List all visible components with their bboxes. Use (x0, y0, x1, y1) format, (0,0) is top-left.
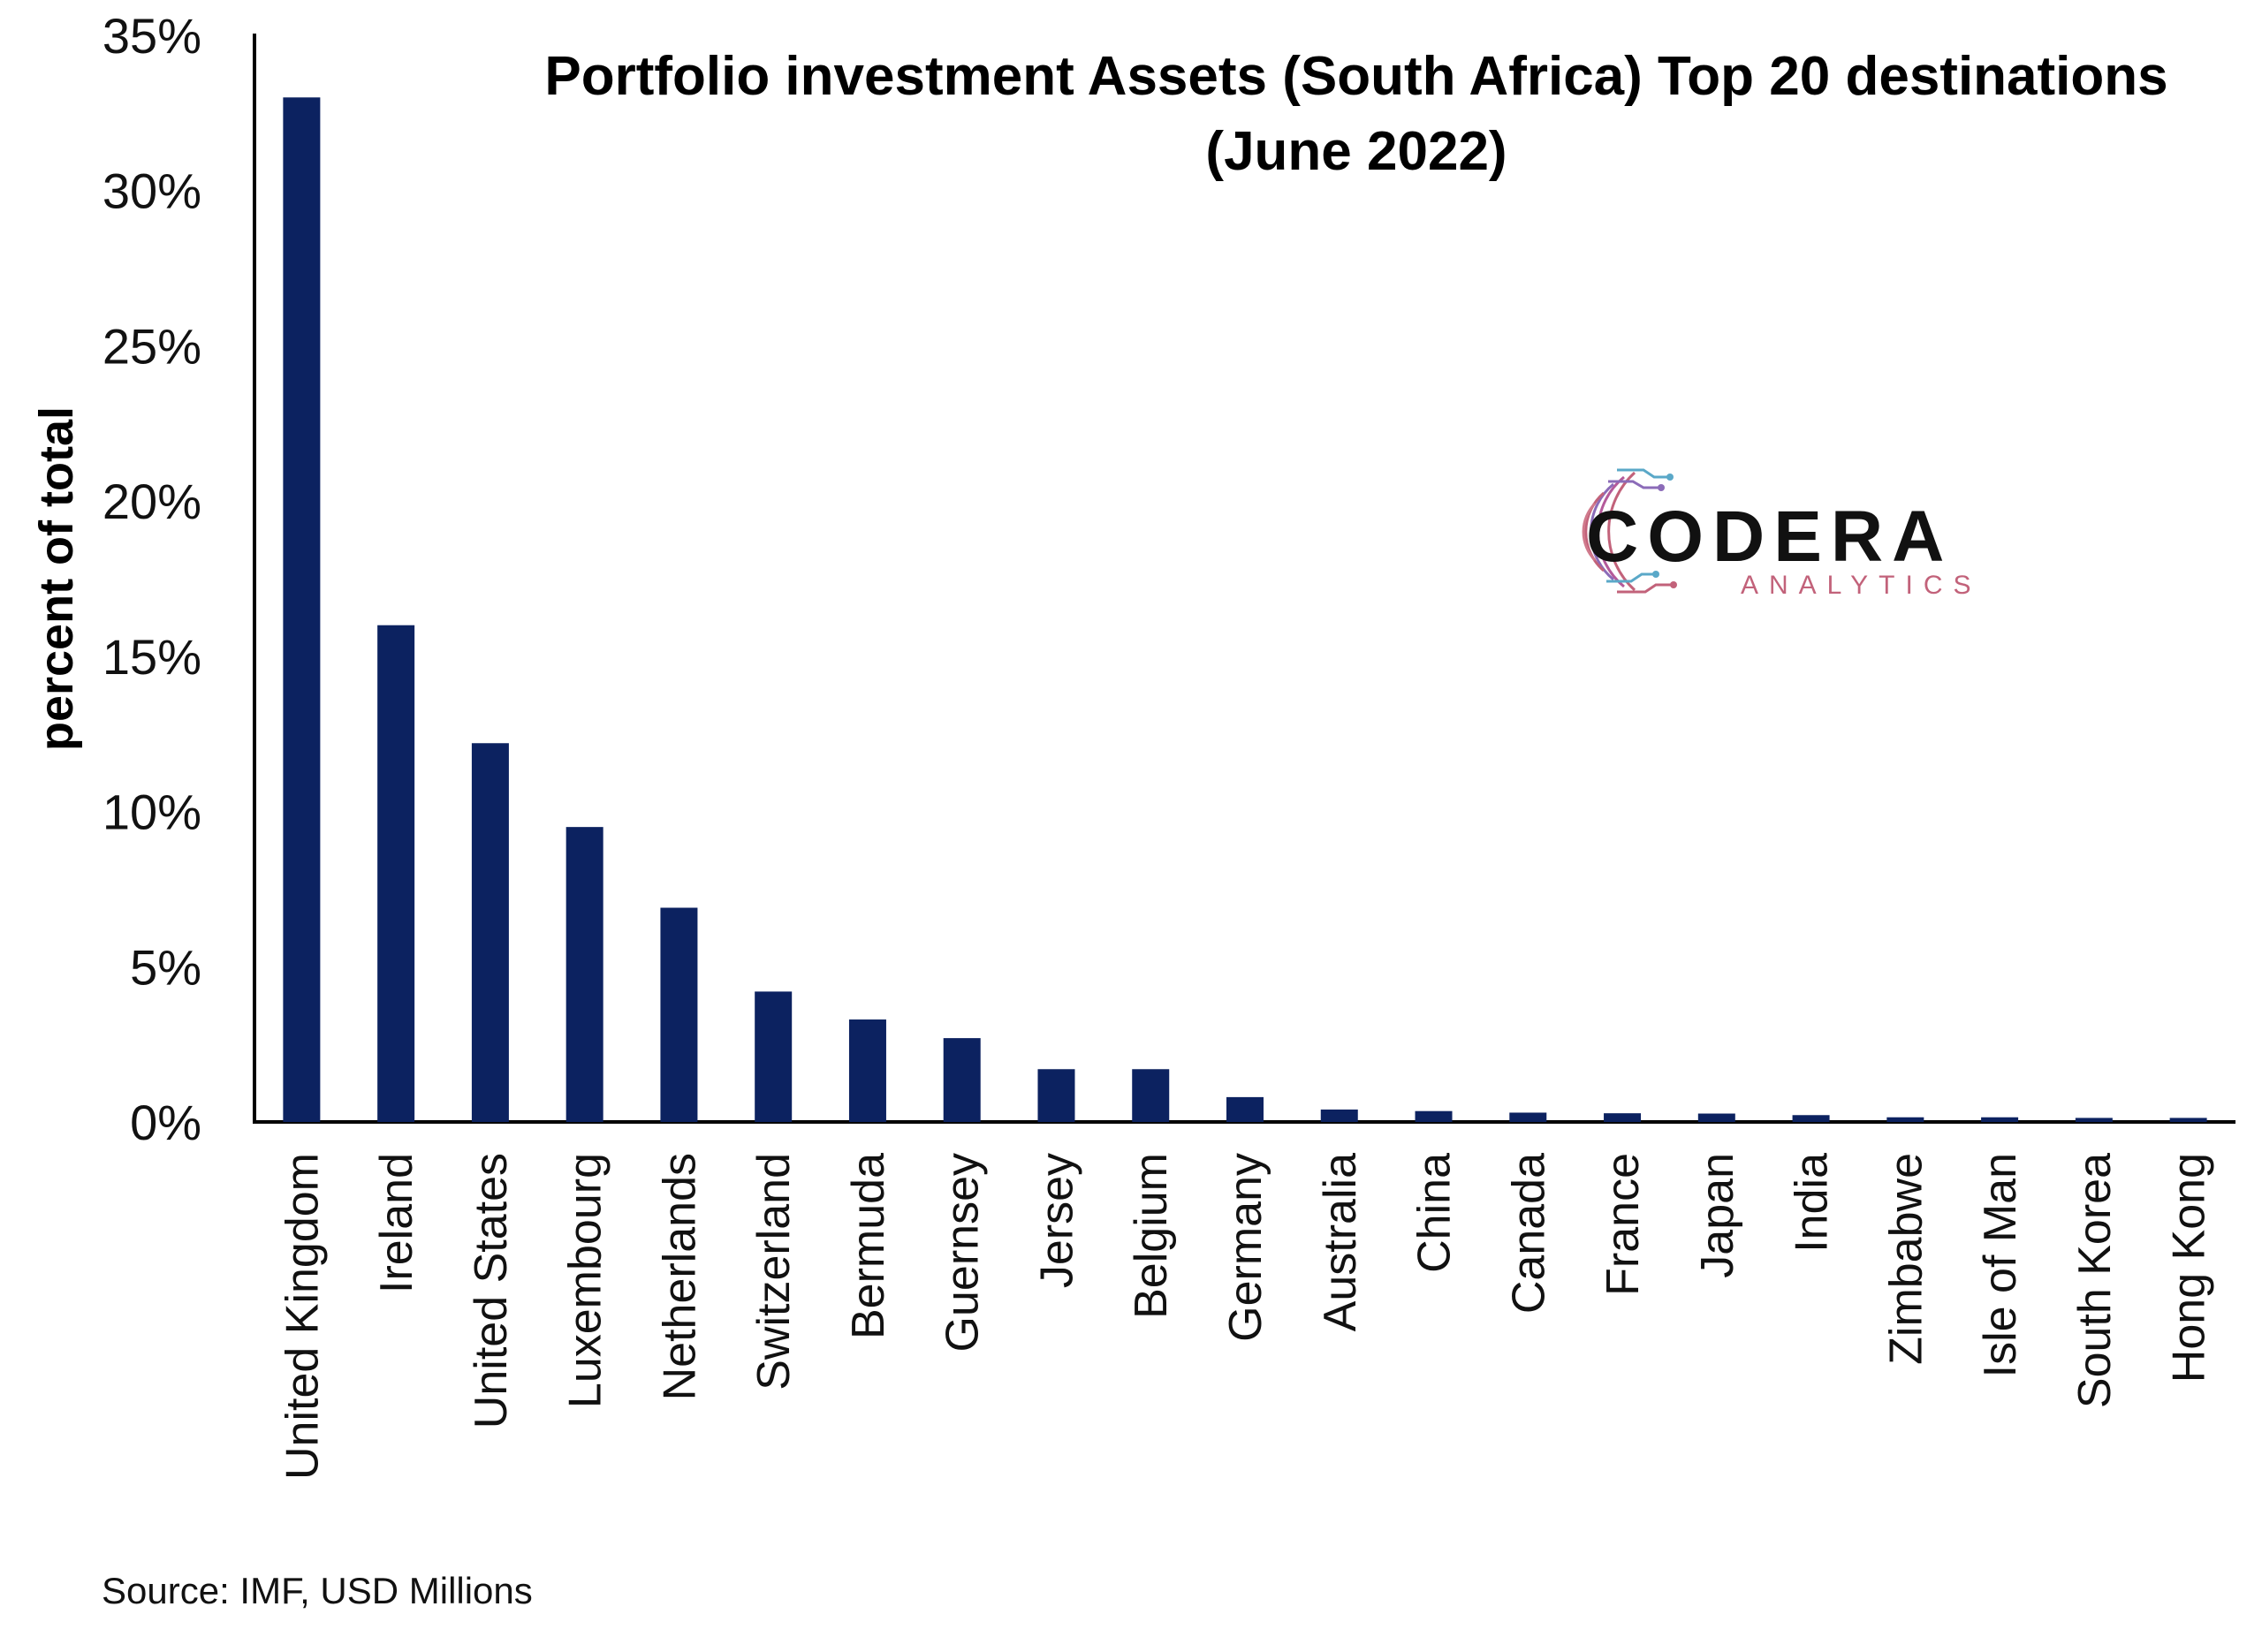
bar-zimbabwe (1886, 1117, 1924, 1122)
x-tick-label: Japan (1692, 1153, 1743, 1278)
bar-ireland (377, 625, 415, 1122)
source-note: Source: IMF, USD Millions (102, 1570, 533, 1611)
logo-circuit-mark (1582, 468, 1677, 594)
y-tick-label: 5% (130, 939, 201, 995)
x-tick-label: Canada (1503, 1153, 1554, 1314)
chart-title-line1: Portfolio investment Assets (South Afric… (544, 46, 2167, 107)
bar-japan (1697, 1113, 1735, 1122)
x-tick-label: United Kingdom (277, 1153, 328, 1480)
bar-india (1792, 1115, 1830, 1122)
x-tick-label: South Korea (2069, 1153, 2121, 1408)
bar-south-korea (2075, 1118, 2113, 1122)
x-tick-label: United States (466, 1153, 517, 1428)
bar-jersey (1037, 1069, 1075, 1122)
chart-title-line2: (June 2022) (1205, 121, 1507, 182)
x-tick-label: Bermuda (843, 1153, 894, 1339)
bar-isle-of-man (1981, 1117, 2019, 1122)
bar-series (283, 97, 2207, 1122)
y-tick-label: 25% (102, 318, 201, 374)
x-tick-labels: United Kingdom Ireland United States Luxemb… (277, 1153, 2214, 1480)
bar-china (1415, 1110, 1453, 1122)
y-tick-label: 30% (102, 163, 201, 219)
y-axis-label: percent of total (30, 406, 83, 751)
bar-bermuda (848, 1019, 886, 1122)
x-tick-label: India (1787, 1153, 1838, 1253)
x-tick-label: Australia (1315, 1153, 1366, 1331)
x-tick-label: Belgium (1126, 1153, 1177, 1319)
bar-australia (1320, 1109, 1358, 1122)
y-tick-label: 15% (102, 629, 201, 685)
x-tick-label: Guernsey (937, 1153, 989, 1352)
bar-netherlands (660, 907, 698, 1122)
y-tick-label: 0% (130, 1095, 201, 1150)
bar-france (1604, 1113, 1642, 1122)
y-tick-label: 10% (102, 784, 201, 840)
y-tick-label: 35% (102, 8, 201, 64)
bar-canada (1509, 1112, 1547, 1122)
x-tick-label: Switzerland (748, 1153, 800, 1391)
bar-hong-kong (2169, 1118, 2207, 1122)
x-tick-label: Isle of Man (1975, 1153, 2026, 1377)
bar-belgium (1132, 1069, 1170, 1122)
bar-luxembourg (566, 827, 603, 1122)
logo-wordmark: CODERA (1586, 496, 1953, 577)
x-tick-label: France (1598, 1153, 1649, 1296)
x-tick-label: Ireland (371, 1153, 422, 1293)
x-tick-label: Zimbabwe (1880, 1153, 1932, 1365)
x-tick-label: Netherlands (654, 1153, 705, 1400)
y-tick-labels: 0% 5% 10% 15% 20% 25% 30% 35% (102, 8, 201, 1150)
logo-tagline: ANALYTICS (1741, 571, 1982, 600)
x-tick-label: China (1409, 1153, 1461, 1273)
bar-united-kingdom (283, 97, 321, 1122)
y-tick-label: 20% (102, 474, 201, 529)
bar-switzerland (755, 991, 793, 1122)
bar-united-states (471, 743, 509, 1122)
codera-analytics-logo: CODERA ANALYTICS (1582, 468, 1982, 600)
bar-germany (1226, 1096, 1264, 1122)
bar-guernsey (943, 1038, 981, 1122)
x-tick-label: Jersey (1031, 1153, 1082, 1288)
x-tick-label: Germany (1220, 1153, 1271, 1342)
x-tick-label: Hong Kong (2164, 1153, 2215, 1383)
x-tick-label: Luxembourg (560, 1153, 611, 1408)
